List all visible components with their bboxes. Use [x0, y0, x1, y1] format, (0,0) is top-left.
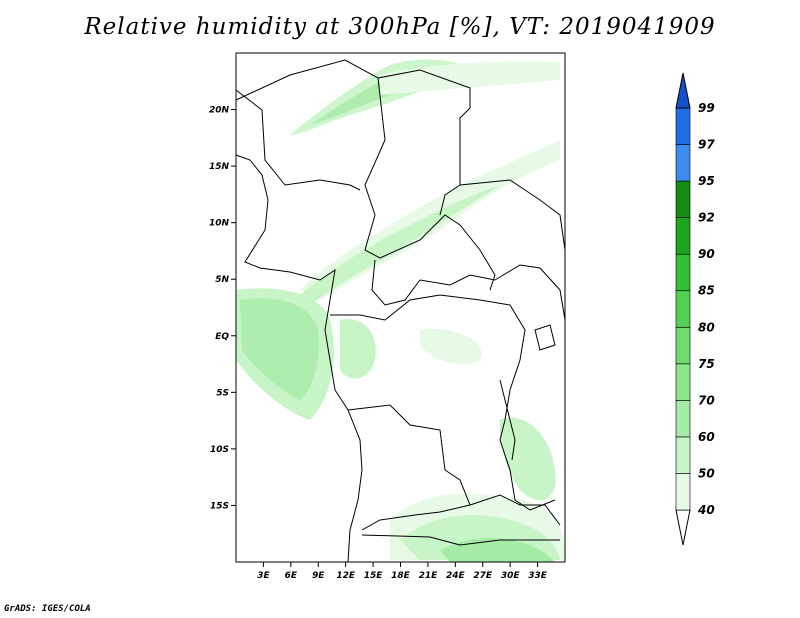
colorbar-segment — [675, 253, 691, 292]
colorbar-segment — [675, 326, 691, 365]
colorbar-segment — [675, 107, 691, 145]
latitude-axis: 20N 15N 10N 5N EQ 5S 10S 15S — [209, 106, 236, 511]
lat-tick-label: 10N — [209, 219, 230, 229]
colorbar-segment — [675, 217, 691, 255]
humidity-congo-east — [420, 329, 482, 365]
border-car — [371, 259, 496, 306]
lon-tick-label: 30E — [501, 571, 521, 581]
lon-tick-label: 12E — [336, 571, 356, 581]
humidity-band-north-east — [380, 61, 560, 95]
colorbar-label: 75 — [698, 357, 715, 371]
lon-tick-label: 27E — [473, 571, 493, 581]
lon-tick-label: 9E — [312, 571, 325, 581]
border-sahara-north — [235, 59, 471, 216]
lon-tick-label: 24E — [446, 571, 466, 581]
colorbar-label: 97 — [698, 138, 715, 152]
colorbar: 40 50 60 70 75 80 85 90 92 95 97 99 — [675, 72, 715, 546]
lat-tick-label: 5N — [215, 275, 229, 285]
colorbar-segment — [675, 144, 691, 182]
colorbar-segment — [675, 180, 691, 218]
border-chad — [364, 77, 496, 291]
humidity-shading — [236, 59, 565, 562]
coastline-west — [235, 154, 363, 563]
colorbar-label: 95 — [698, 174, 715, 188]
border-angola — [347, 404, 471, 531]
grads-credit: GrADS: IGES/COLA — [4, 604, 91, 614]
colorbar-segment — [675, 290, 691, 328]
coastlines-and-borders — [235, 59, 566, 563]
lon-tick-label: 21E — [419, 571, 439, 581]
longitude-axis: 3E 6E 9E 12E 15E 18E 21E 24E 27E 30E 33E — [257, 562, 548, 581]
lon-tick-label: 33E — [528, 571, 548, 581]
lon-tick-label: 15E — [364, 571, 384, 581]
border-sudan-east — [459, 179, 566, 251]
colorbar-label: 40 — [697, 503, 715, 517]
lon-tick-label: 3E — [257, 571, 270, 581]
colorbar-label: 70 — [698, 393, 715, 407]
border-namibia — [361, 534, 560, 546]
lat-tick-label: 20N — [209, 106, 230, 116]
colorbar-label: 60 — [698, 430, 715, 444]
lat-tick-label: 5S — [216, 388, 229, 398]
colorbar-label: 99 — [698, 101, 715, 115]
border-drc-east — [499, 389, 556, 511]
lon-tick-label: 6E — [285, 571, 298, 581]
colorbar-label: 50 — [698, 466, 715, 480]
colorbar-label: 92 — [698, 211, 715, 225]
colorbar-label: 85 — [698, 284, 715, 298]
humidity-congo — [340, 319, 376, 379]
humidity-rift — [499, 417, 556, 501]
colorbar-segment — [675, 436, 691, 474]
lat-tick-label: 15N — [209, 162, 230, 172]
colorbar-label: 80 — [698, 320, 715, 334]
lat-tick-label: EQ — [215, 332, 229, 342]
humidity-gulf-core — [240, 298, 319, 400]
colorbar-segment — [675, 400, 691, 438]
border-zambia — [469, 494, 561, 526]
colorbar-segment — [675, 363, 691, 401]
lat-tick-label: 15S — [210, 501, 229, 511]
colorbar-top-arrow — [675, 72, 691, 109]
map-title: Relative humidity at 300hPa [%], VT: 201… — [84, 14, 716, 40]
lake-tanganyika — [499, 379, 516, 461]
lat-tick-label: 10S — [210, 445, 229, 455]
border-south-sudan — [494, 264, 566, 321]
colorbar-bottom-arrow — [675, 509, 691, 546]
border-congo — [330, 294, 526, 391]
colorbar-label: 90 — [698, 247, 715, 261]
lon-tick-label: 18E — [391, 571, 411, 581]
border-mali-niger — [235, 89, 361, 191]
lake-victoria — [534, 324, 556, 351]
humidity-band-sahel-core — [300, 185, 500, 305]
colorbar-segment — [675, 473, 691, 511]
